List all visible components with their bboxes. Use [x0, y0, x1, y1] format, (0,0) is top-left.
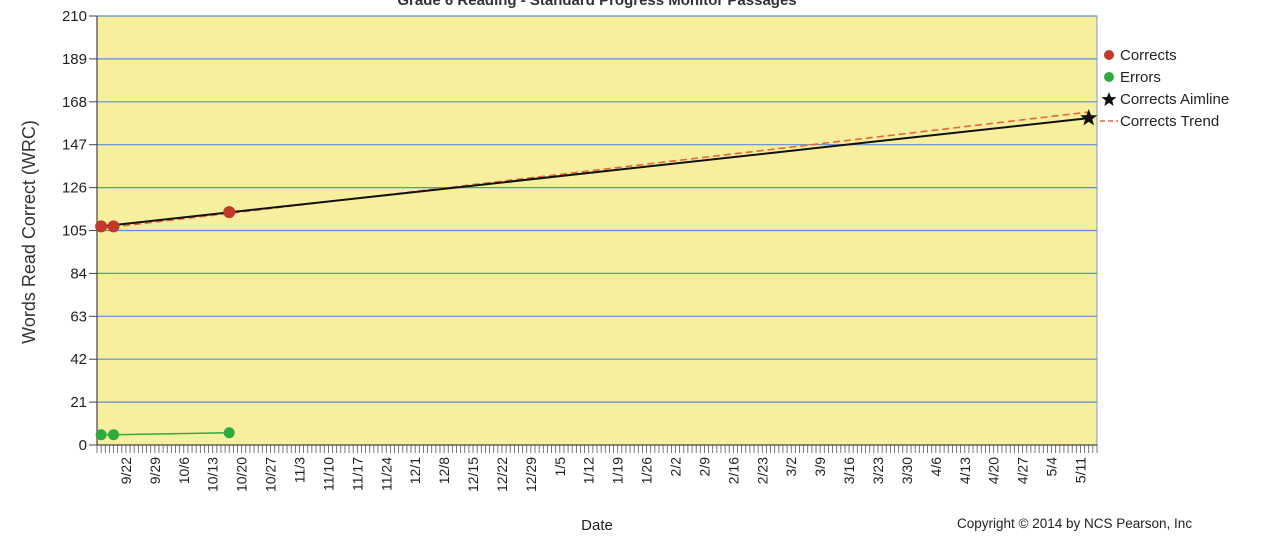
y-tick-label: 63 [70, 308, 87, 325]
x-tick-label: 10/27 [263, 457, 279, 492]
x-tick-label: 4/27 [1015, 457, 1031, 484]
y-tick-label: 21 [70, 394, 87, 411]
y-tick-label: 189 [62, 51, 87, 68]
y-tick-label: 0 [79, 437, 87, 454]
x-tick-label: 1/5 [552, 457, 568, 477]
legend-label-corrects: Corrects [1120, 46, 1177, 64]
x-tick-label: 3/23 [870, 457, 886, 484]
x-tick-label: 3/2 [783, 457, 799, 477]
x-tick-label: 12/8 [436, 457, 452, 484]
x-tick-label: 2/2 [668, 457, 684, 477]
legend-item-trend: Corrects Trend [1098, 110, 1229, 132]
x-tick-label: 4/6 [928, 457, 944, 477]
x-tick-label: 11/3 [291, 457, 307, 483]
y-tick-label: 126 [62, 180, 87, 197]
x-tick-label: 2/16 [725, 457, 741, 484]
x-tick-label: 4/13 [957, 457, 973, 484]
x-tick-label: 1/26 [639, 457, 655, 484]
red-dot-icon [1098, 49, 1120, 61]
legend-item-aimline: Corrects Aimline [1098, 88, 1229, 110]
x-tick-label: 1/12 [581, 457, 597, 484]
x-tick-label: 5/4 [1044, 457, 1060, 477]
y-tick-label: 105 [62, 223, 87, 240]
y-tick-label: 84 [70, 265, 87, 282]
legend-item-errors: Errors [1098, 66, 1229, 88]
x-tick-label: 10/20 [234, 457, 250, 492]
green-dot-icon [1098, 71, 1120, 83]
legend-item-corrects: Corrects [1098, 44, 1229, 66]
x-tick-label: 11/17 [349, 457, 365, 491]
errors-point [223, 427, 235, 439]
x-tick-label: 12/1 [407, 457, 423, 484]
x-tick-label: 12/22 [494, 457, 510, 492]
x-tick-label: 10/6 [176, 457, 192, 484]
chart-title: Grade 6 Reading - Standard Progress Moni… [397, 0, 796, 9]
errors-point [108, 429, 120, 441]
x-tick-label: 5/11 [1072, 457, 1088, 483]
x-tick-label: 12/29 [523, 457, 539, 492]
x-axis-title: Date [581, 517, 613, 534]
x-tick-label: 3/9 [812, 457, 828, 477]
x-tick-label: 9/22 [118, 457, 134, 484]
x-tick-label: 4/20 [986, 457, 1002, 484]
star-icon [1098, 91, 1120, 107]
legend-label-aimline: Corrects Aimline [1120, 90, 1230, 108]
x-tick-label: 2/9 [696, 457, 712, 477]
x-tick-label: 2/23 [754, 457, 770, 484]
legend-label-trend: Corrects Trend [1120, 112, 1220, 130]
copyright-text: Copyright © 2014 by NCS Pearson, Inc [957, 516, 1193, 531]
legend-label-errors: Errors [1120, 68, 1161, 86]
y-tick-label: 168 [62, 94, 87, 111]
y-tick-label: 210 [62, 8, 87, 25]
x-tick-label: 9/29 [147, 457, 163, 484]
y-tick-label: 42 [70, 351, 87, 368]
x-tick-label: 10/13 [205, 457, 221, 492]
x-tick-label: 11/10 [320, 457, 336, 491]
y-tick-label: 147 [62, 137, 87, 154]
chart-legend: Corrects Errors Corrects Aimline Correct… [1098, 44, 1229, 132]
x-tick-label: 11/24 [378, 457, 394, 491]
y-axis-title: Words Read Correct (WRC) [19, 120, 39, 344]
aimline [101, 117, 1089, 228]
x-tick-label: 3/16 [841, 457, 857, 484]
x-tick-label: 3/30 [899, 457, 915, 484]
corrects-point [107, 220, 120, 233]
errors-point [95, 429, 107, 441]
corrects-point [223, 206, 236, 219]
x-tick-label: 12/15 [465, 457, 481, 492]
corrects-point [95, 220, 108, 233]
dashed-line-icon [1098, 118, 1120, 124]
x-tick-label: 1/19 [610, 457, 626, 484]
aimline-goal-star [1080, 109, 1098, 126]
